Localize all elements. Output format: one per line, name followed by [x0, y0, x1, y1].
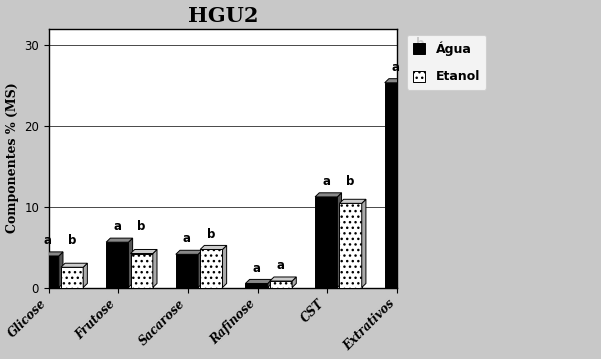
Text: b: b — [68, 234, 76, 247]
Text: b: b — [346, 175, 355, 188]
Polygon shape — [432, 55, 436, 288]
Polygon shape — [292, 277, 296, 288]
Polygon shape — [409, 55, 436, 59]
Bar — [176, 254, 198, 288]
Text: a: a — [392, 61, 400, 74]
Polygon shape — [337, 193, 341, 288]
Bar — [340, 203, 362, 288]
Polygon shape — [245, 279, 272, 284]
Bar — [409, 59, 432, 288]
Polygon shape — [407, 79, 411, 288]
Polygon shape — [362, 199, 366, 288]
Polygon shape — [385, 79, 411, 83]
Polygon shape — [200, 246, 227, 250]
Legend: Água, Etanol: Água, Etanol — [407, 35, 486, 90]
Polygon shape — [340, 199, 366, 203]
Y-axis label: Componentes % (MS): Componentes % (MS) — [5, 83, 19, 233]
Bar — [49, 288, 397, 300]
Bar — [130, 253, 153, 288]
Text: b: b — [138, 220, 146, 233]
Polygon shape — [222, 246, 227, 288]
Text: a: a — [252, 262, 261, 275]
Text: a: a — [183, 232, 191, 246]
Polygon shape — [267, 279, 272, 288]
Bar — [315, 197, 337, 288]
Bar — [37, 256, 59, 288]
Text: a: a — [277, 259, 285, 272]
Polygon shape — [106, 238, 133, 242]
Bar — [61, 267, 83, 288]
Polygon shape — [129, 238, 133, 288]
Text: a: a — [44, 234, 52, 247]
Bar — [270, 281, 292, 288]
Polygon shape — [83, 263, 87, 288]
Polygon shape — [315, 193, 341, 197]
Title: HGU2: HGU2 — [188, 5, 258, 25]
Text: a: a — [322, 175, 330, 188]
Bar — [106, 242, 129, 288]
Bar — [245, 284, 267, 288]
Polygon shape — [61, 263, 87, 267]
Text: a: a — [114, 220, 121, 233]
Bar — [200, 250, 222, 288]
Bar — [385, 83, 407, 288]
Text: b: b — [416, 37, 424, 50]
Polygon shape — [176, 250, 203, 254]
Polygon shape — [153, 250, 157, 288]
Text: b: b — [207, 228, 216, 241]
Polygon shape — [198, 250, 203, 288]
Polygon shape — [59, 252, 63, 288]
Polygon shape — [270, 277, 296, 281]
Polygon shape — [37, 252, 63, 256]
Polygon shape — [130, 250, 157, 253]
